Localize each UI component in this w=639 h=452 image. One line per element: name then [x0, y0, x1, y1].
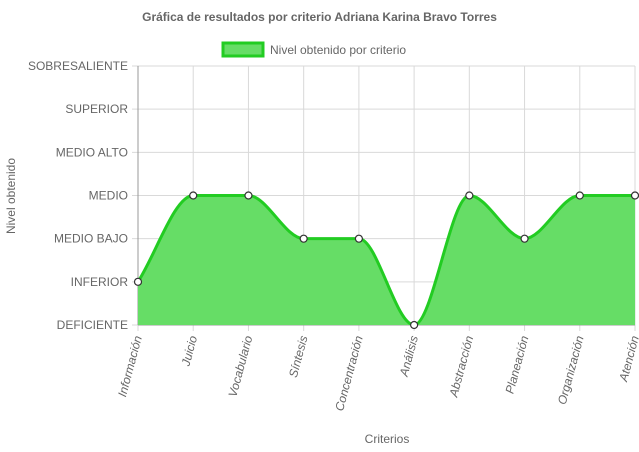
x-tick-label: Planeación: [503, 334, 532, 395]
y-tick-label: SUPERIOR: [65, 102, 128, 116]
x-tick-label: Información: [115, 334, 145, 398]
data-point[interactable]: [575, 191, 584, 200]
x-tick-label: Análisis: [397, 334, 421, 379]
data-point[interactable]: [465, 191, 474, 200]
x-tick-label: Concentración: [332, 334, 366, 413]
y-tick-label: INFERIOR: [71, 275, 129, 289]
series-points: [133, 191, 639, 330]
x-axis-title: Criterios: [365, 432, 410, 446]
x-tick-label: Juicio: [178, 334, 200, 369]
data-point[interactable]: [133, 277, 143, 286]
chart-title: Gráfica de resultados por criterio Adria…: [142, 10, 497, 24]
legend-label: Nivel obtenido por criterio: [270, 43, 406, 57]
x-tick-label: Vocabulario: [226, 334, 256, 399]
y-axis-ticks: DEFICIENTE INFERIOR MEDIO BAJO MEDIO MEDIO A…: [28, 59, 128, 332]
legend-swatch: [221, 41, 265, 58]
legend[interactable]: Nivel obtenido por criterio: [221, 41, 406, 58]
data-point[interactable]: [520, 234, 529, 243]
x-tick-label: Síntesis: [286, 334, 311, 379]
series-area: [136, 193, 635, 327]
series-line: [136, 193, 635, 327]
x-tick-label: Abstracción: [446, 334, 476, 399]
y-axis-title: Nivel obtenido: [4, 158, 18, 234]
y-tick-label: MEDIO ALTO: [56, 145, 128, 159]
y-tick-label: SOBRESALIENTE: [28, 59, 128, 73]
data-point[interactable]: [354, 234, 363, 243]
data-point[interactable]: [410, 320, 419, 330]
x-tick-label: Organización: [555, 334, 587, 406]
x-axis-ticks: Información Juicio Vocabulario Síntesis Conc…: [115, 334, 639, 413]
x-tick-label: Atención: [616, 334, 639, 384]
data-point[interactable]: [630, 191, 639, 200]
data-point[interactable]: [244, 191, 253, 200]
data-point[interactable]: [189, 191, 198, 200]
y-tick-label: MEDIO: [89, 189, 128, 203]
y-tick-label: MEDIO BAJO: [54, 232, 128, 246]
data-point[interactable]: [299, 234, 308, 243]
y-tick-label: DEFICIENTE: [57, 318, 128, 332]
series-area-fill: [138, 195, 635, 325]
